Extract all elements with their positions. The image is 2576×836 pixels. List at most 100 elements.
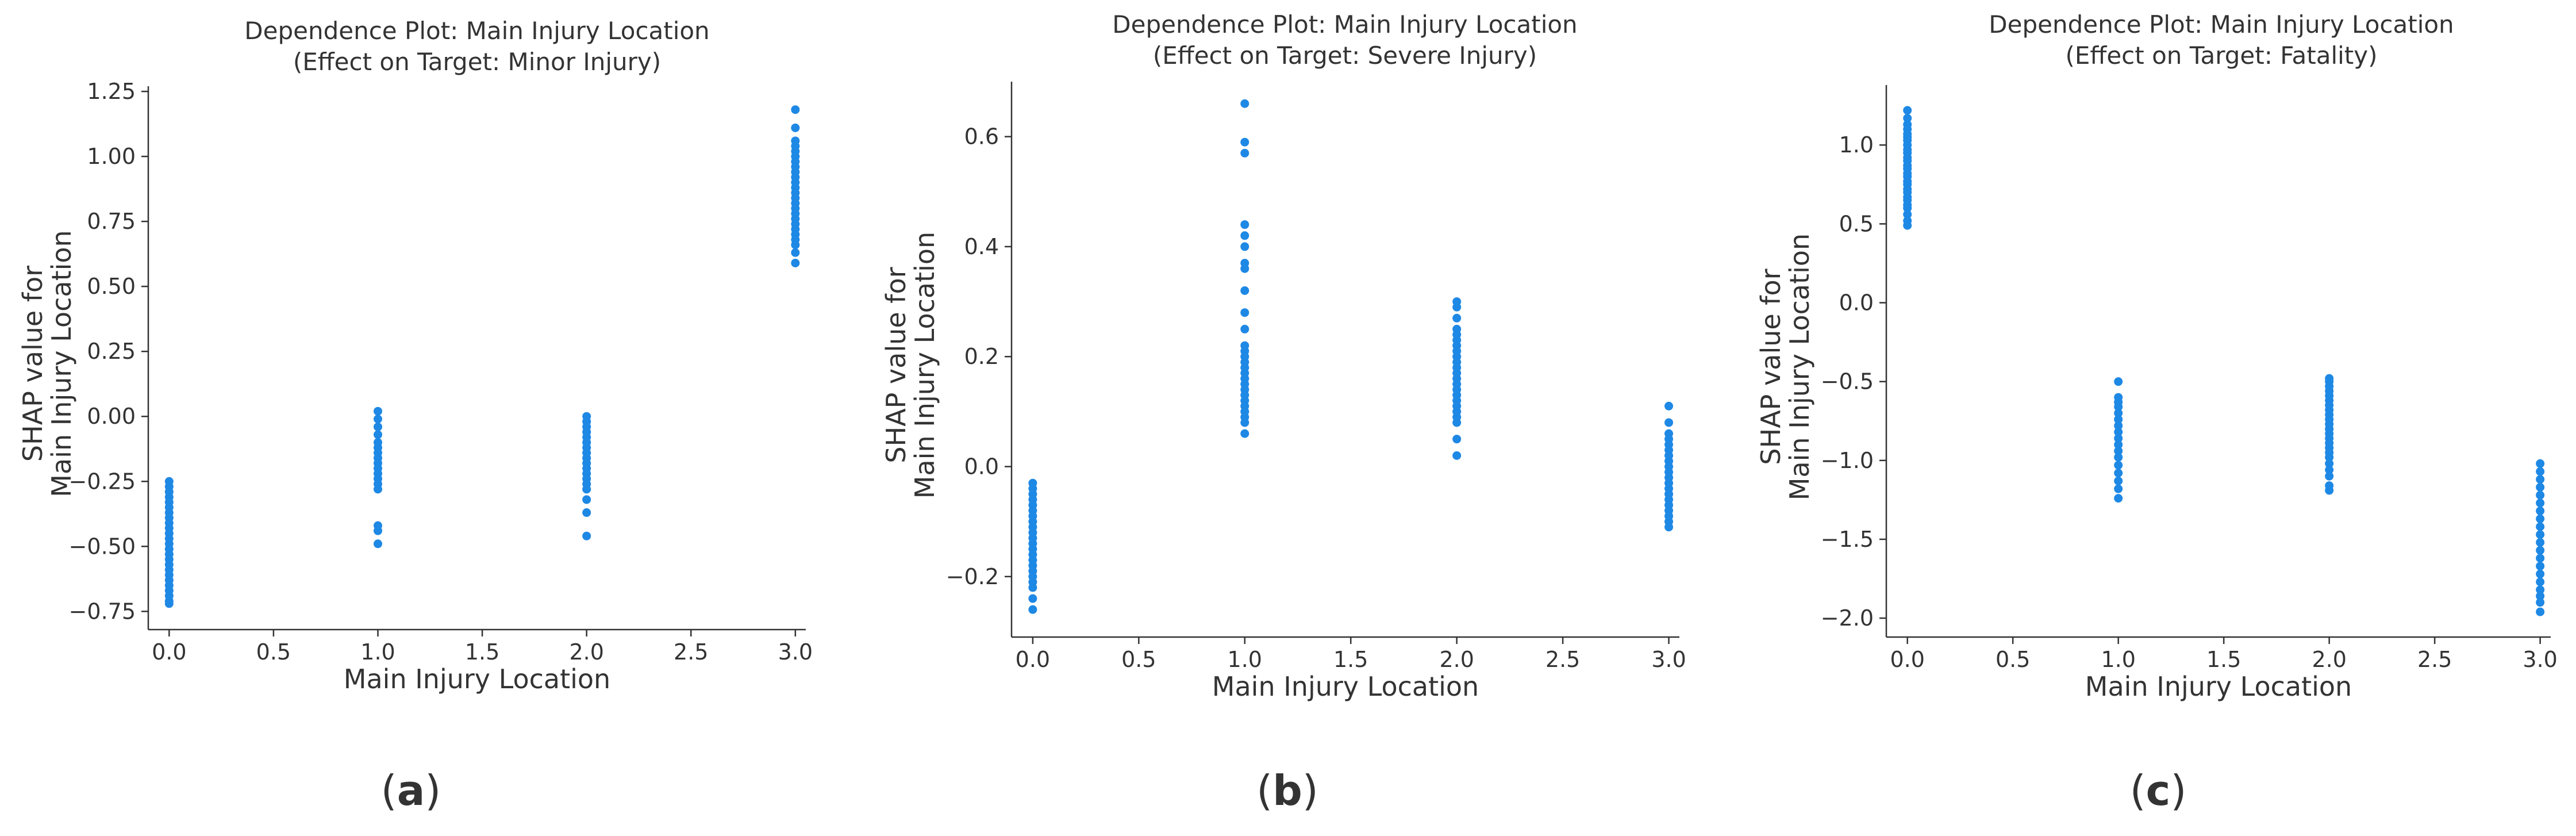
scatter-point bbox=[2536, 467, 2545, 476]
scatter-point bbox=[1240, 137, 1249, 147]
panel-caption: (b) bbox=[1256, 766, 1318, 815]
chart-title: Dependence Plot: Main Injury Location bbox=[1112, 10, 1577, 39]
scatter-point bbox=[2536, 475, 2545, 484]
x-tick-label: 0.0 bbox=[152, 639, 186, 665]
chart-title: Dependence Plot: Main Injury Location bbox=[1989, 10, 2454, 39]
y-axis-label-line1: SHAP value for bbox=[1755, 269, 1786, 465]
scatter-point bbox=[1664, 418, 1674, 427]
x-tick-label: 1.0 bbox=[360, 639, 395, 665]
scatter-point bbox=[1240, 231, 1249, 240]
caption-paren-open: ( bbox=[2130, 766, 2146, 815]
x-tick-label: 2.0 bbox=[2312, 647, 2346, 672]
scatter-point bbox=[1240, 99, 1249, 108]
caption-letter: a bbox=[397, 766, 425, 815]
y-tick-label: 0.0 bbox=[1839, 290, 1874, 316]
scatter-point bbox=[582, 495, 591, 504]
scatter-point bbox=[1903, 221, 1912, 230]
x-axis-label: Main Injury Location bbox=[1212, 671, 1479, 702]
scatter-point bbox=[373, 485, 382, 494]
scatter-point bbox=[2536, 522, 2545, 531]
y-tick-label: 1.00 bbox=[87, 144, 136, 169]
scatter-point bbox=[2114, 494, 2123, 503]
x-tick-label: 3.0 bbox=[1651, 647, 1686, 672]
scatter-point bbox=[373, 539, 382, 549]
y-axis-label-line2: Main Injury Location bbox=[46, 230, 77, 497]
scatter-point bbox=[373, 526, 382, 535]
chart-subtitle: (Effect on Target: Fatality) bbox=[2065, 41, 2377, 70]
x-axis-label: Main Injury Location bbox=[2085, 671, 2352, 702]
y-tick-label: −2.0 bbox=[1821, 605, 1874, 631]
chart-panel-3: Dependence Plot: Main Injury Location(Ef… bbox=[1755, 10, 2558, 815]
scatter-point bbox=[164, 599, 174, 608]
scatter-point bbox=[2114, 427, 2123, 436]
caption-paren-open: ( bbox=[381, 766, 397, 815]
scatter-point bbox=[1240, 308, 1249, 317]
scatter-point bbox=[2114, 440, 2123, 449]
y-tick-label: 0.25 bbox=[87, 339, 136, 364]
scatter-point bbox=[2536, 507, 2545, 516]
scatter-point bbox=[1240, 242, 1249, 251]
scatter-point bbox=[791, 240, 800, 250]
y-tick-label: 1.25 bbox=[87, 79, 136, 104]
scatter-point bbox=[582, 485, 591, 494]
x-tick-label: 2.5 bbox=[2417, 647, 2452, 672]
scatter-point bbox=[2536, 482, 2545, 492]
chart-subtitle: (Effect on Target: Minor Injury) bbox=[293, 48, 661, 76]
scatter-point bbox=[582, 508, 591, 517]
caption-paren-close: ) bbox=[425, 766, 441, 815]
scatter-point bbox=[2536, 585, 2545, 595]
scatter-point bbox=[2114, 446, 2123, 455]
caption-letter: b bbox=[1272, 766, 1302, 815]
y-tick-label: 0.0 bbox=[964, 454, 999, 480]
scatter-point bbox=[2114, 415, 2123, 424]
scatter-point bbox=[2114, 476, 2123, 485]
scatter-point bbox=[2325, 459, 2334, 468]
chart-subtitle: (Effect on Target: Severe Injury) bbox=[1153, 41, 1537, 70]
scatter-point bbox=[2536, 538, 2545, 547]
scatter-point bbox=[2114, 452, 2123, 462]
y-tick-label: 1.0 bbox=[1839, 132, 1874, 158]
scatter-point bbox=[2114, 484, 2123, 493]
y-axis-label-line2: Main Injury Location bbox=[909, 232, 940, 498]
scatter-point bbox=[1028, 605, 1037, 614]
scatter-point bbox=[1240, 264, 1249, 273]
scatter-point bbox=[1240, 148, 1249, 158]
y-tick-label: −1.5 bbox=[1821, 527, 1874, 552]
y-axis-label-line1: SHAP value for bbox=[17, 266, 48, 462]
scatter-point bbox=[2114, 409, 2123, 418]
y-tick-label: −0.50 bbox=[69, 534, 136, 559]
scatter-point bbox=[791, 248, 800, 257]
x-tick-label: 0.0 bbox=[1016, 647, 1050, 672]
scatter-point bbox=[2325, 465, 2334, 474]
scatter-point bbox=[2536, 459, 2545, 468]
x-tick-label: 0.0 bbox=[1890, 647, 1924, 672]
chart-title: Dependence Plot: Main Injury Location bbox=[244, 17, 709, 45]
y-tick-label: −0.75 bbox=[69, 599, 136, 624]
scatter-point bbox=[2325, 471, 2334, 481]
x-tick-label: 1.5 bbox=[2206, 647, 2241, 672]
scatter-point bbox=[1028, 594, 1037, 603]
caption-paren-close: ) bbox=[1302, 766, 1318, 815]
scatter-point bbox=[1452, 451, 1462, 460]
scatter-point bbox=[2536, 569, 2545, 578]
scatter-point bbox=[1452, 418, 1462, 427]
scatter-point bbox=[2536, 498, 2545, 508]
scatter-point bbox=[2536, 592, 2545, 601]
scatter-point bbox=[1903, 210, 1912, 219]
y-tick-label: 0.2 bbox=[964, 344, 999, 369]
scatter-point bbox=[2536, 514, 2545, 523]
scatter-point bbox=[1452, 313, 1462, 323]
scatter-point bbox=[1664, 523, 1674, 532]
x-tick-label: 1.0 bbox=[1228, 647, 1262, 672]
chart-panel-1: Dependence Plot: Main Injury Location (Ef… bbox=[17, 17, 813, 815]
scatter-point bbox=[1240, 324, 1249, 333]
y-axis-label-line2: Main Injury Location bbox=[1784, 233, 1815, 500]
scatter-point bbox=[1452, 302, 1462, 312]
x-tick-label: 0.5 bbox=[256, 639, 291, 665]
x-tick-label: 0.5 bbox=[1996, 647, 2030, 672]
y-axis-label-line1: SHAP value for bbox=[881, 267, 912, 463]
caption-paren-close: ) bbox=[2170, 766, 2186, 815]
scatter-point bbox=[1903, 106, 1912, 115]
scatter-point bbox=[2114, 421, 2123, 430]
